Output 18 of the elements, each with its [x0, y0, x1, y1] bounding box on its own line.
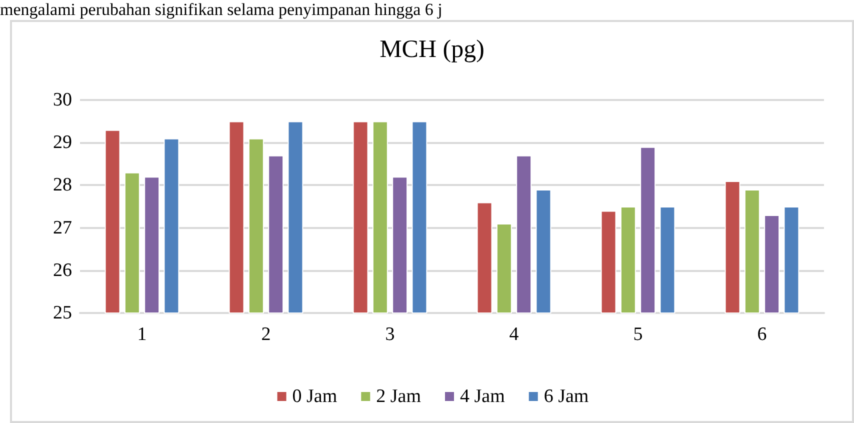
chart-title: MCH (pg) — [380, 36, 484, 63]
text: mengalami perubahan signifikan selama penyimpanan hingga 6 j — [0, 0, 444, 20]
y-tick-label: 29 — [53, 132, 72, 154]
y-tick-label: 30 — [53, 90, 72, 110]
x-tick-label: 1 — [137, 324, 147, 345]
y-tick-label: 26 — [53, 260, 72, 281]
y-tick-label: 25 — [53, 302, 72, 324]
x-tick-label: 6 — [757, 324, 767, 345]
y-tick-label: 28 — [53, 174, 72, 196]
y-tick-label: 27 — [53, 217, 72, 238]
legend-label: 4 Jam — [460, 386, 506, 407]
x-tick-label: 5 — [633, 324, 643, 345]
legend-label: 2 Jam — [376, 386, 422, 407]
x-tick-label: 4 — [509, 324, 520, 345]
x-tick-label: 2 — [261, 324, 271, 345]
x-tick-label: 3 — [385, 324, 395, 345]
legend-label: 0 Jam — [292, 386, 338, 407]
legend-label: 6 Jam — [544, 386, 589, 407]
